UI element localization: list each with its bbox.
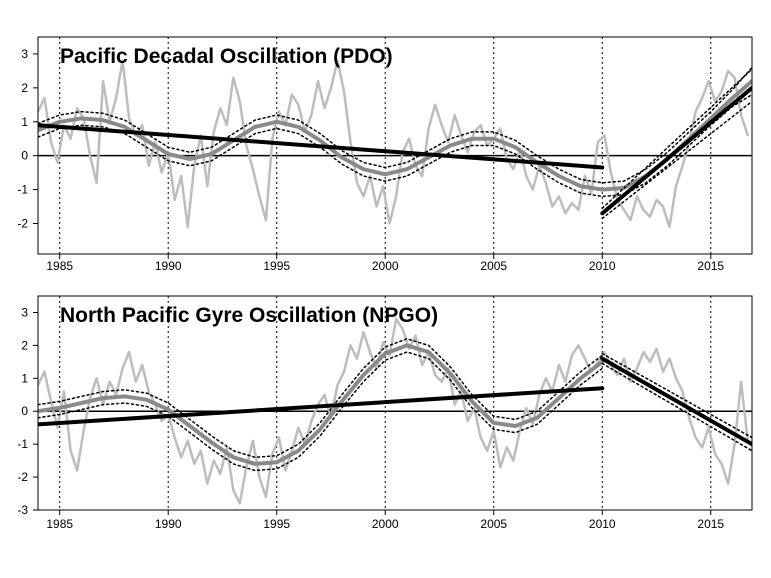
npgo-x-tick-label: 1995 (263, 517, 290, 531)
pdo-title: Pacific Decadal Oscillation (PDO) (60, 45, 393, 68)
npgo-x-tick-label: 1985 (46, 517, 73, 531)
npgo-x-tick-label: 2005 (480, 517, 507, 531)
npgo-x-tick-label: 1990 (155, 517, 182, 531)
pdo-y-tick-label: 1 (21, 115, 28, 129)
pdo-y-tick-label: -1 (17, 183, 28, 197)
npgo-series-0-monthly-line (38, 317, 749, 505)
npgo-x-tick-label: 2000 (372, 517, 399, 531)
npgo-series-5-trend-line (600, 356, 752, 447)
pdo-x-tick-label: 1985 (46, 259, 73, 273)
npgo-series-2-ci-line (38, 338, 604, 459)
pdo-panel: -2 -1 0 1 2 3 1985 1990 1995 2000 2005 2010 2015 Pac… (17, 36, 753, 273)
npgo-series-7-ci-line (601, 362, 752, 452)
npgo-title: North Pacific Gyre Oscillation (NPGO) (60, 304, 438, 327)
pdo-series-2-ci-line (38, 66, 752, 184)
pdo-series-1-smooth-line (38, 79, 752, 192)
npgo-x-tick-label: 2010 (589, 517, 616, 531)
npgo-y-tick-label: 1 (21, 371, 28, 385)
npgo-x-tick-label: 2015 (697, 517, 724, 531)
pdo-series-4-trend-line (38, 123, 605, 170)
npgo-series-6-ci-line (601, 352, 752, 439)
npgo-series-1-smooth-line (38, 343, 605, 466)
pdo-x-tick-label: 2015 (697, 259, 724, 273)
pdo-series-6-ci-line (601, 68, 752, 209)
pdo-series-7-ci-line (601, 100, 752, 220)
pdo-x-tick-label: 2005 (480, 259, 507, 273)
npgo-y-tick-label: -3 (17, 503, 28, 517)
pdo-series-3-ci-line (38, 93, 752, 198)
npgo-panel: -3 -2 -1 0 1 2 3 1985 1990 1995 2000 2005 2010 2015 N… (17, 295, 753, 531)
pdo-x-tick-label: 2010 (589, 259, 616, 273)
pdo-plot-frame (37, 36, 753, 255)
npgo-y-tick-label: -2 (17, 470, 28, 484)
pdo-y-tick-label: 2 (21, 81, 28, 95)
pdo-y-tick-label: 3 (21, 47, 28, 61)
npgo-y-tick-label: 0 (21, 404, 28, 418)
pdo-series-5-trend-line (600, 85, 752, 216)
pdo-x-tick-label: 1995 (263, 259, 290, 273)
pdo-y-tick-label: -2 (17, 216, 28, 230)
npgo-series-4-trend-line (38, 386, 605, 427)
npgo-y-tick-label: 3 (21, 305, 28, 319)
npgo-plot-frame (37, 295, 753, 511)
pdo-x-tick-label: 1990 (155, 259, 182, 273)
pdo-y-tick-label: 0 (21, 149, 28, 163)
npgo-y-tick-label: -1 (17, 437, 28, 451)
npgo-y-tick-label: 2 (21, 338, 28, 352)
npgo-series-3-ci-line (38, 351, 604, 472)
pdo-x-tick-label: 2000 (372, 259, 399, 273)
